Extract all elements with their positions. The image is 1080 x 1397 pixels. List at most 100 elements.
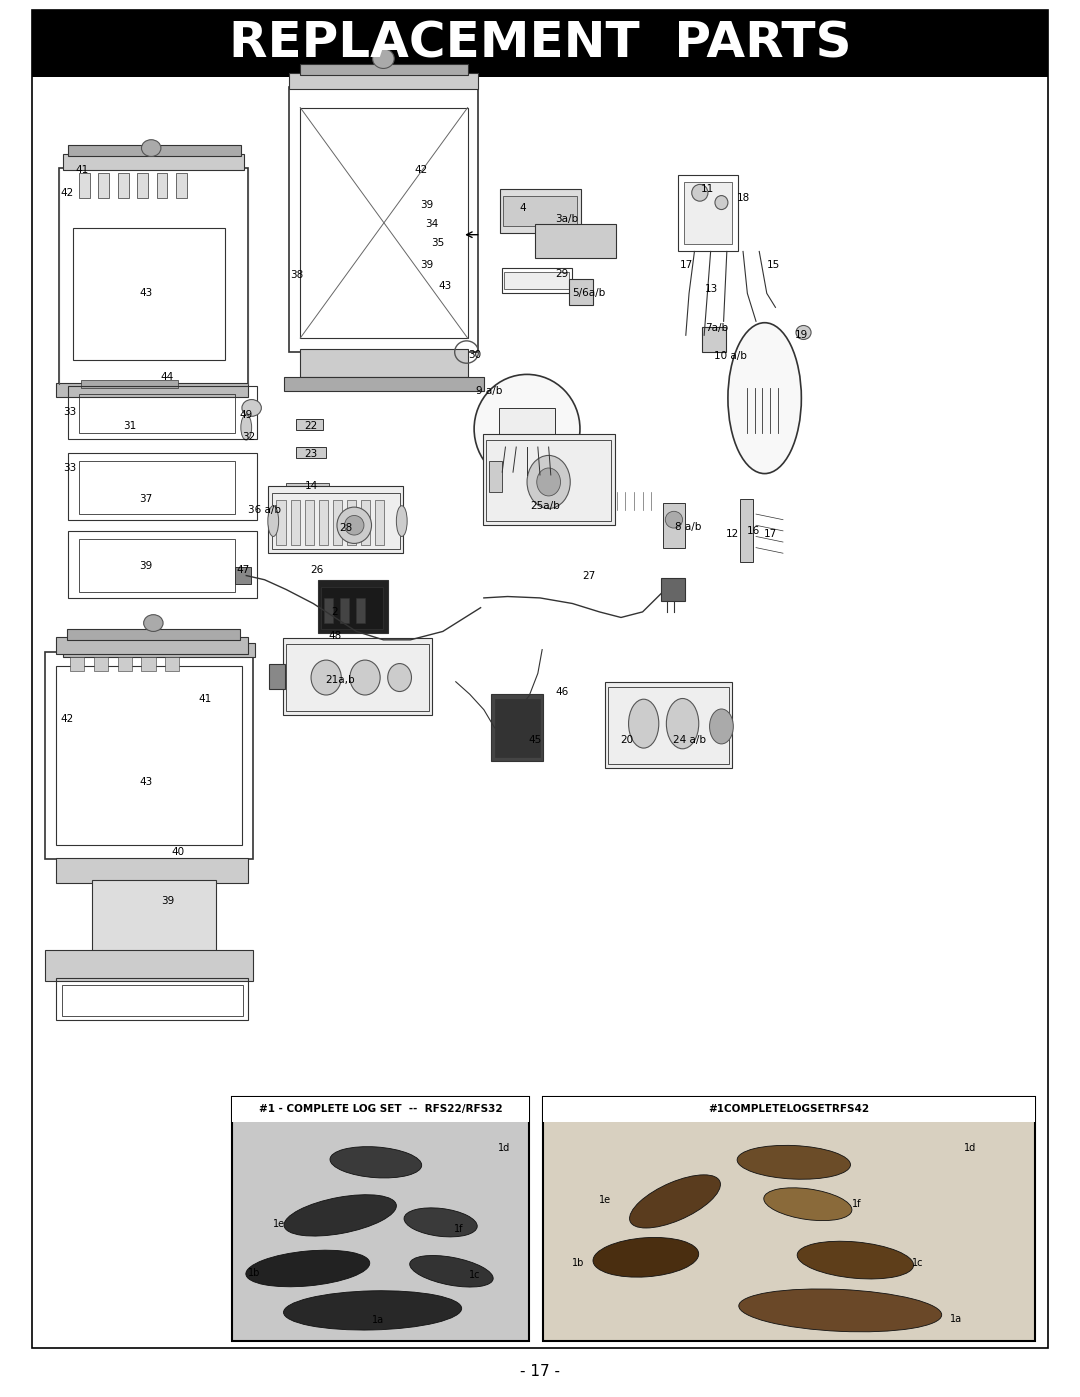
- Text: 41: 41: [76, 165, 89, 176]
- Text: 49: 49: [240, 409, 253, 420]
- Bar: [67, 629, 240, 640]
- Text: 12: 12: [726, 528, 739, 539]
- Text: 20: 20: [620, 735, 633, 746]
- Bar: [347, 500, 356, 545]
- Bar: [286, 483, 329, 492]
- Bar: [500, 189, 581, 233]
- Text: 1c: 1c: [913, 1257, 923, 1268]
- Text: 1d: 1d: [963, 1143, 976, 1154]
- Bar: [499, 408, 555, 447]
- Text: 7a/b: 7a/b: [705, 323, 729, 334]
- Bar: [137, 173, 148, 198]
- Bar: [608, 687, 729, 764]
- Bar: [300, 64, 468, 75]
- Ellipse shape: [474, 374, 580, 483]
- Text: #1COMPLETELOGSETRFS42: #1COMPLETELOGSETRFS42: [708, 1104, 869, 1115]
- Bar: [684, 182, 732, 244]
- Bar: [32, 10, 1048, 77]
- Text: 35: 35: [431, 237, 444, 249]
- Ellipse shape: [797, 1241, 914, 1280]
- Text: 23: 23: [305, 448, 318, 460]
- Bar: [289, 73, 478, 89]
- Text: 19: 19: [795, 330, 808, 341]
- Bar: [118, 657, 132, 671]
- Bar: [98, 173, 109, 198]
- Text: 39: 39: [420, 200, 433, 211]
- Bar: [59, 168, 248, 384]
- Ellipse shape: [373, 49, 394, 68]
- Text: 43: 43: [438, 281, 451, 292]
- Text: 45: 45: [528, 735, 541, 746]
- Ellipse shape: [630, 1175, 720, 1228]
- Text: 48: 48: [328, 630, 341, 641]
- Text: 1a: 1a: [372, 1315, 384, 1326]
- Text: 9 a/b: 9 a/b: [476, 386, 502, 397]
- Text: 21a,b: 21a,b: [325, 675, 355, 686]
- Ellipse shape: [692, 184, 708, 201]
- Bar: [286, 644, 429, 711]
- Text: 11: 11: [701, 183, 714, 194]
- Text: 33: 33: [64, 407, 77, 418]
- Ellipse shape: [404, 1208, 477, 1236]
- Bar: [56, 637, 248, 654]
- Text: 22: 22: [305, 420, 318, 432]
- Bar: [45, 950, 253, 981]
- Bar: [296, 419, 323, 430]
- Text: 29: 29: [555, 268, 568, 279]
- Bar: [79, 173, 90, 198]
- Bar: [79, 394, 235, 433]
- Text: 37: 37: [139, 493, 152, 504]
- Text: 10 a/b: 10 a/b: [714, 351, 746, 362]
- Bar: [56, 978, 248, 1020]
- Bar: [535, 224, 616, 258]
- Ellipse shape: [268, 506, 279, 536]
- Ellipse shape: [337, 507, 372, 543]
- Bar: [276, 500, 286, 545]
- Ellipse shape: [593, 1238, 699, 1277]
- Text: 26: 26: [310, 564, 323, 576]
- Ellipse shape: [241, 415, 252, 440]
- Text: REPLACEMENT  PARTS: REPLACEMENT PARTS: [229, 20, 851, 67]
- Bar: [300, 349, 468, 377]
- Bar: [73, 228, 225, 360]
- Bar: [333, 500, 342, 545]
- Bar: [269, 664, 285, 689]
- Bar: [356, 598, 365, 623]
- Text: 38: 38: [291, 270, 303, 281]
- Ellipse shape: [330, 1147, 421, 1178]
- Text: 1d: 1d: [498, 1143, 511, 1154]
- Bar: [305, 500, 314, 545]
- Text: 25a/b: 25a/b: [530, 500, 561, 511]
- Bar: [702, 327, 726, 352]
- Bar: [663, 503, 685, 548]
- Bar: [502, 268, 572, 293]
- Bar: [318, 580, 388, 633]
- Bar: [300, 108, 468, 338]
- Text: 39: 39: [420, 260, 433, 271]
- Bar: [232, 1097, 529, 1341]
- Bar: [79, 461, 235, 514]
- Bar: [319, 500, 328, 545]
- Text: 1b: 1b: [571, 1257, 584, 1268]
- Bar: [321, 587, 383, 629]
- Bar: [68, 531, 257, 598]
- Text: #1 - COMPLETE LOG SET  --  RFS22/RFS32: #1 - COMPLETE LOG SET -- RFS22/RFS32: [259, 1104, 502, 1115]
- Text: 8 a/b: 8 a/b: [675, 521, 701, 532]
- Bar: [491, 694, 543, 761]
- Ellipse shape: [796, 326, 811, 339]
- Text: 3a/b: 3a/b: [555, 214, 579, 225]
- Text: 5/6a/b: 5/6a/b: [572, 288, 605, 299]
- Bar: [340, 598, 349, 623]
- Text: - 17 -: - 17 -: [519, 1365, 561, 1379]
- Bar: [661, 578, 685, 601]
- Ellipse shape: [388, 664, 411, 692]
- Bar: [495, 698, 540, 757]
- Bar: [176, 173, 187, 198]
- Bar: [291, 500, 300, 545]
- Bar: [232, 1097, 529, 1122]
- Text: 42: 42: [60, 187, 73, 198]
- Ellipse shape: [715, 196, 728, 210]
- Text: 17: 17: [764, 528, 777, 539]
- Bar: [268, 486, 403, 553]
- Bar: [324, 598, 333, 623]
